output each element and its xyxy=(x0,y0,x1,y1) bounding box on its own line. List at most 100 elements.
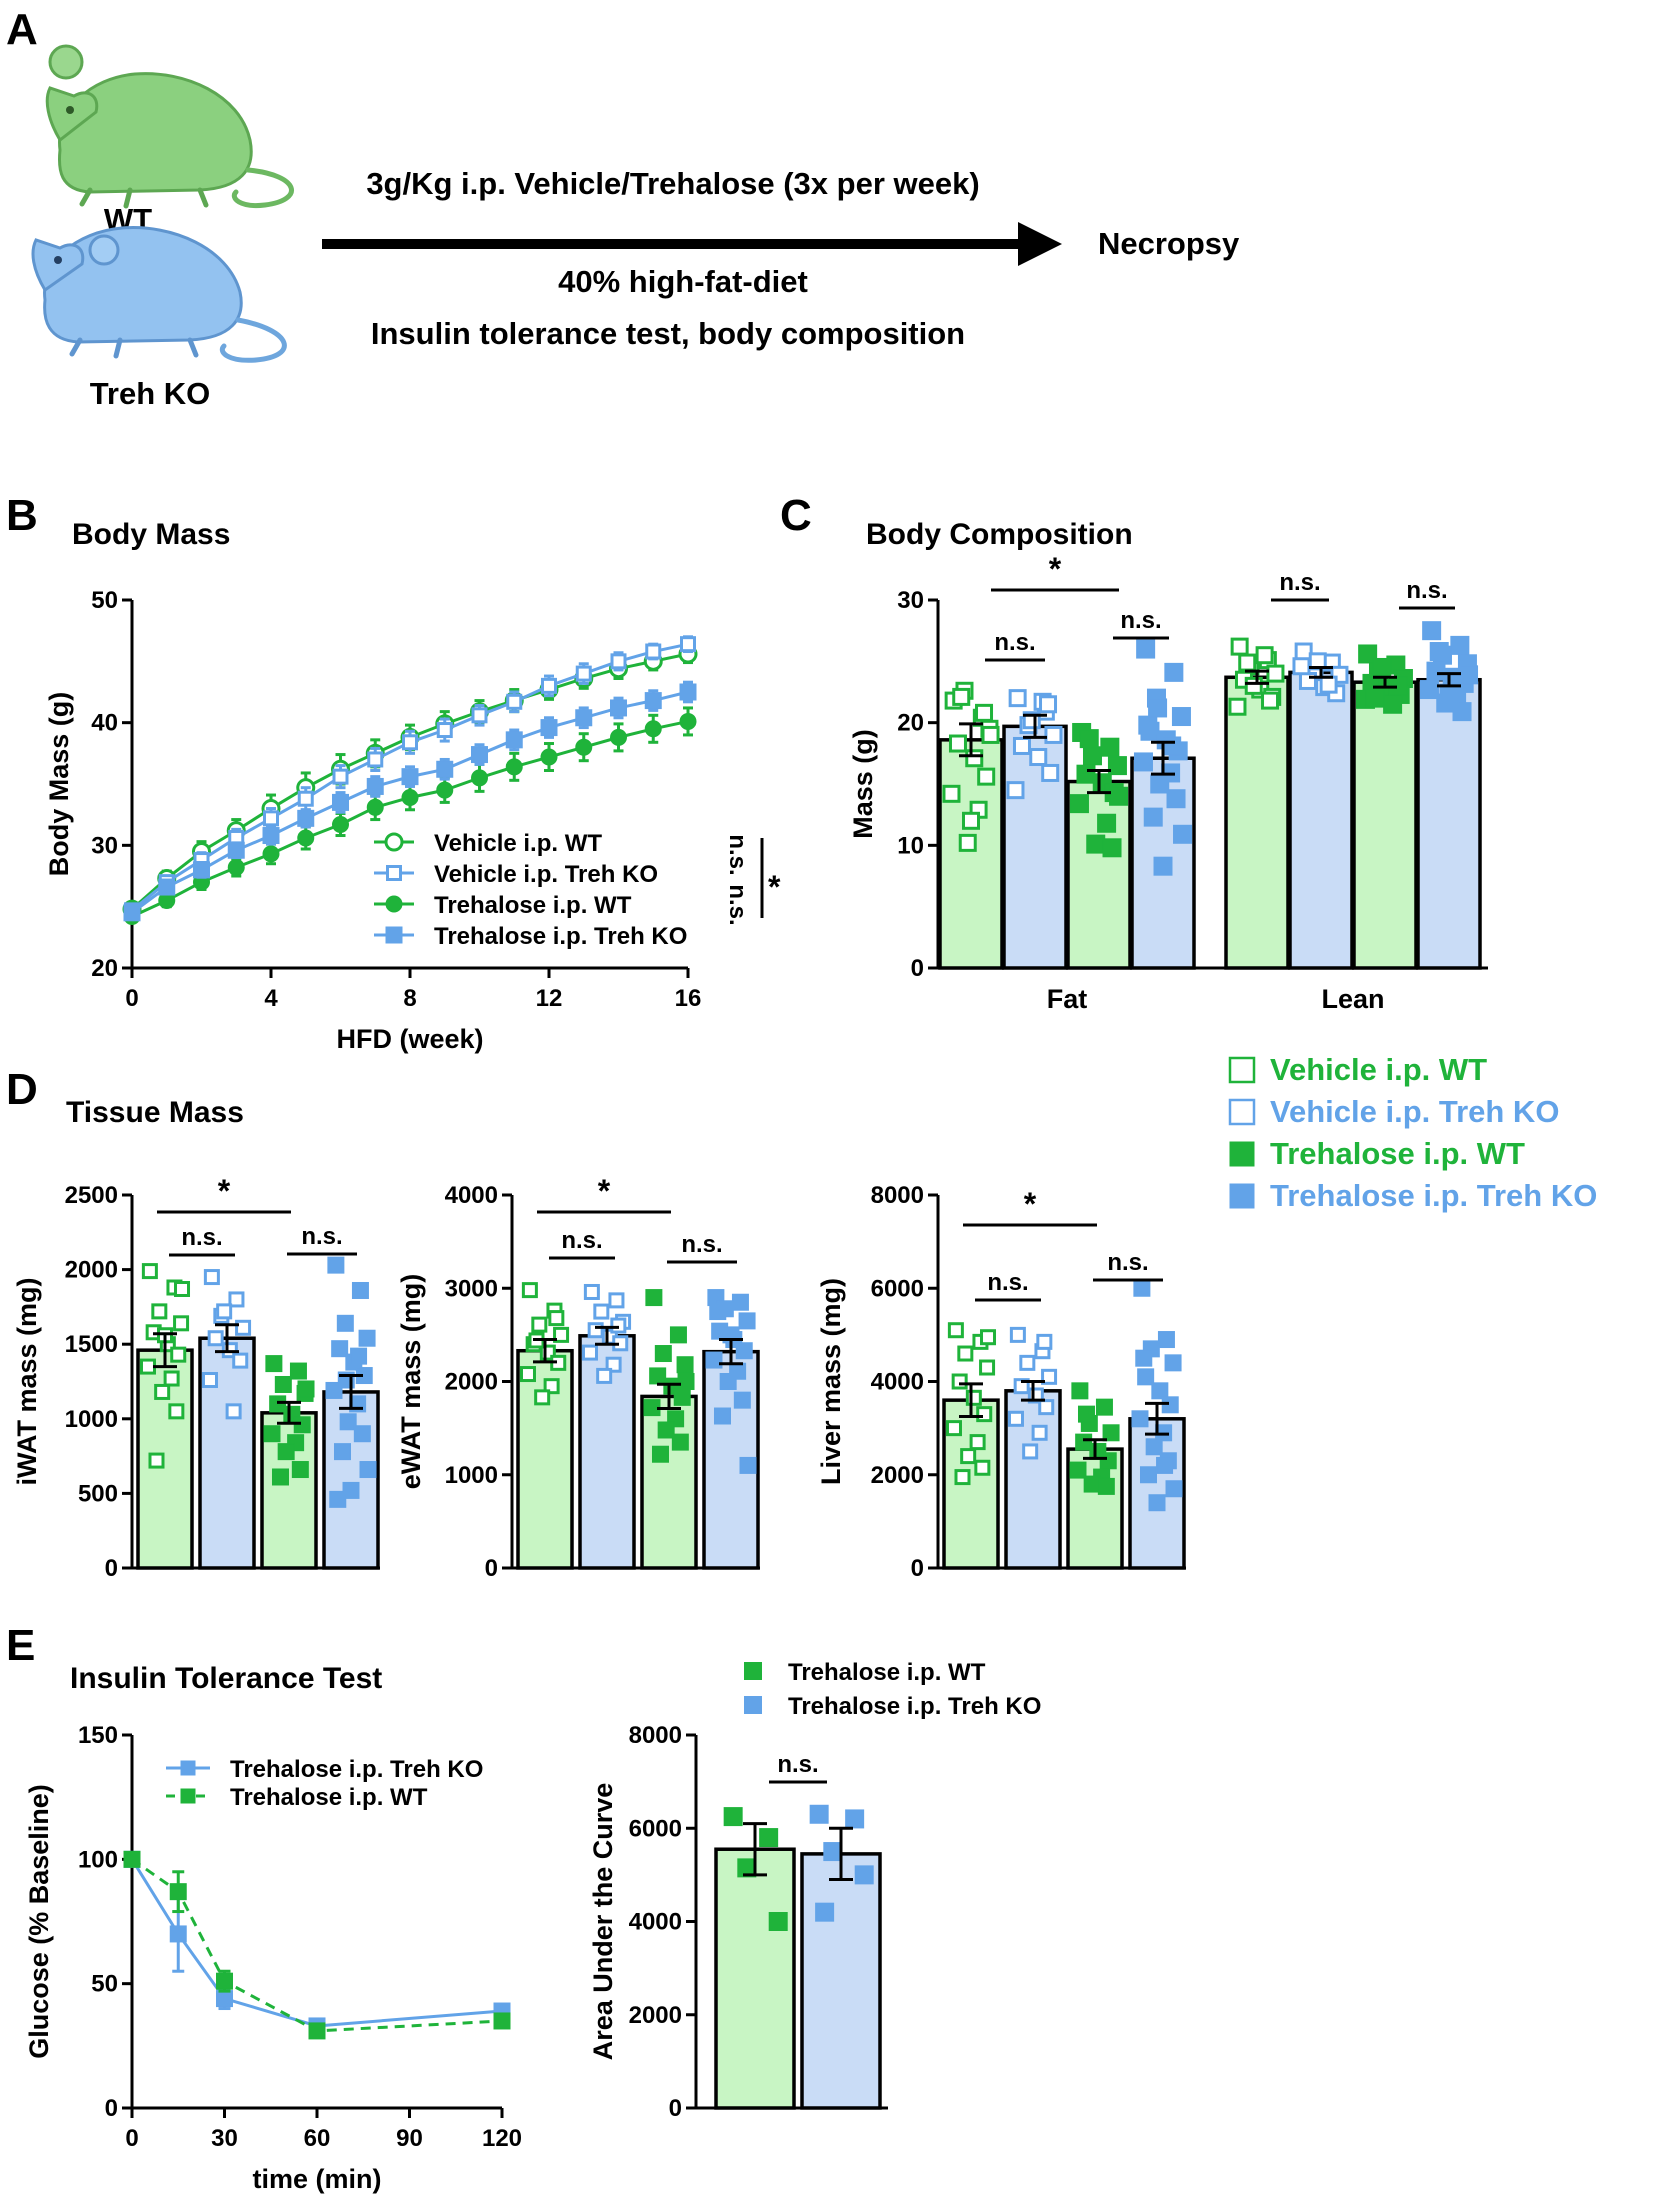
data-point xyxy=(277,1443,295,1461)
data-point xyxy=(1156,1456,1174,1474)
data-point xyxy=(359,1461,377,1479)
data-point xyxy=(154,1383,171,1400)
data-point xyxy=(308,2022,326,2040)
data-point xyxy=(367,751,384,768)
data-point xyxy=(1097,813,1117,833)
y-tick-label: 150 xyxy=(78,1722,118,1749)
data-point xyxy=(679,683,697,701)
data-point xyxy=(1422,621,1442,641)
chart-title: Insulin Tolerance Test xyxy=(70,1662,382,1695)
data-point xyxy=(521,1282,538,1299)
data-point xyxy=(645,643,662,660)
y-axis-label: Area Under the Curve xyxy=(588,1783,618,2061)
data-point xyxy=(1164,1354,1182,1372)
significance-label: n.s. xyxy=(777,1751,818,1778)
data-point xyxy=(1100,737,1120,757)
chart-ewat: 0 1000 2000 3000 4000 eWAT mass (mg) * n.s. n.s. xyxy=(396,1173,760,1582)
data-point xyxy=(216,1303,233,1320)
data-point xyxy=(1319,675,1338,694)
data-point xyxy=(980,1329,997,1346)
data-point xyxy=(358,1329,376,1347)
bar-vehicle-i-p-wt xyxy=(1224,675,1290,970)
data-point xyxy=(1230,637,1249,656)
data-point xyxy=(645,1289,663,1307)
data-point xyxy=(738,1312,756,1330)
data-point xyxy=(351,1281,369,1299)
y-tick-label: 50 xyxy=(91,587,118,614)
data-point xyxy=(680,636,696,653)
y-tick-label: 1500 xyxy=(65,1331,118,1358)
data-point xyxy=(1097,1477,1115,1495)
x-tick-label: 16 xyxy=(675,985,702,1012)
blue-mouse-icon xyxy=(31,226,287,363)
x-tick-label: 90 xyxy=(396,2125,423,2152)
significance-label: n.s. xyxy=(1406,577,1447,604)
data-point xyxy=(596,1367,613,1384)
data-point xyxy=(1007,1410,1024,1427)
data-point xyxy=(141,1263,158,1280)
data-point xyxy=(332,768,349,785)
data-point xyxy=(225,1403,242,1420)
significance-label: n.s. xyxy=(561,1227,602,1254)
data-point xyxy=(297,809,315,827)
data-point xyxy=(823,1842,843,1862)
data-point xyxy=(677,1373,695,1390)
data-point xyxy=(333,1443,351,1461)
data-point xyxy=(541,677,557,694)
data-point xyxy=(336,1314,354,1332)
legend-marker xyxy=(180,1788,196,1804)
data-point xyxy=(163,1370,180,1387)
data-point xyxy=(957,1345,974,1362)
chart-title: Body Composition xyxy=(866,518,1133,551)
data-point xyxy=(581,1344,598,1361)
data-point xyxy=(945,1420,962,1437)
y-tick-label: 50 xyxy=(91,1971,118,1998)
data-point xyxy=(193,861,210,879)
data-point xyxy=(1075,1433,1093,1451)
data-point xyxy=(216,1972,233,1990)
legend-label: Trehalose i.p. WT xyxy=(434,892,632,919)
y-tick-label: 0 xyxy=(105,2095,118,2122)
significance-label: * xyxy=(218,1173,231,1209)
legend-marker xyxy=(386,865,402,881)
bar-trehalose-i-p-wt xyxy=(1352,680,1418,970)
panel-b-body-mass: B Body Mass 20 30 40 50 Body Mass (g) 0 4 8 12 16 HF… xyxy=(6,491,781,1054)
legend-tissue-mass: Vehicle i.p. WT Vehicle i.p. Treh KO Treha… xyxy=(1228,1052,1597,1213)
y-tick-label: 10 xyxy=(897,832,924,859)
legend-marker xyxy=(744,1696,762,1714)
data-point xyxy=(1136,639,1156,659)
data-point xyxy=(297,790,314,807)
data-point xyxy=(1079,729,1099,749)
data-point xyxy=(540,748,558,766)
data-point xyxy=(942,784,961,803)
data-point xyxy=(329,1490,347,1508)
data-point xyxy=(575,738,593,756)
green-mouse-icon xyxy=(45,44,294,209)
data-point xyxy=(981,725,1000,744)
data-point xyxy=(610,699,627,717)
series-line xyxy=(130,1858,503,2028)
data-point xyxy=(1006,781,1025,800)
data-point xyxy=(587,1322,604,1339)
data-point xyxy=(540,719,558,737)
data-point xyxy=(1165,1480,1183,1498)
y-tick-label: 8000 xyxy=(629,1722,682,1749)
stat-label: * xyxy=(768,869,781,905)
data-point xyxy=(1292,657,1311,676)
data-point xyxy=(965,1389,982,1406)
data-point xyxy=(1164,662,1184,682)
data-point xyxy=(952,687,971,706)
data-point xyxy=(216,1990,233,2008)
data-point xyxy=(977,767,996,786)
y-tick-label: 4000 xyxy=(445,1182,498,1209)
data-point xyxy=(471,746,488,764)
data-point xyxy=(1139,1466,1157,1484)
data-point xyxy=(1238,653,1257,672)
data-point xyxy=(235,1319,252,1336)
data-point xyxy=(951,1373,968,1390)
data-point xyxy=(739,1456,757,1474)
data-point xyxy=(575,709,593,727)
data-point xyxy=(644,692,662,710)
data-point xyxy=(342,1481,360,1499)
legend-label: Vehicle i.p. WT xyxy=(1270,1052,1487,1087)
